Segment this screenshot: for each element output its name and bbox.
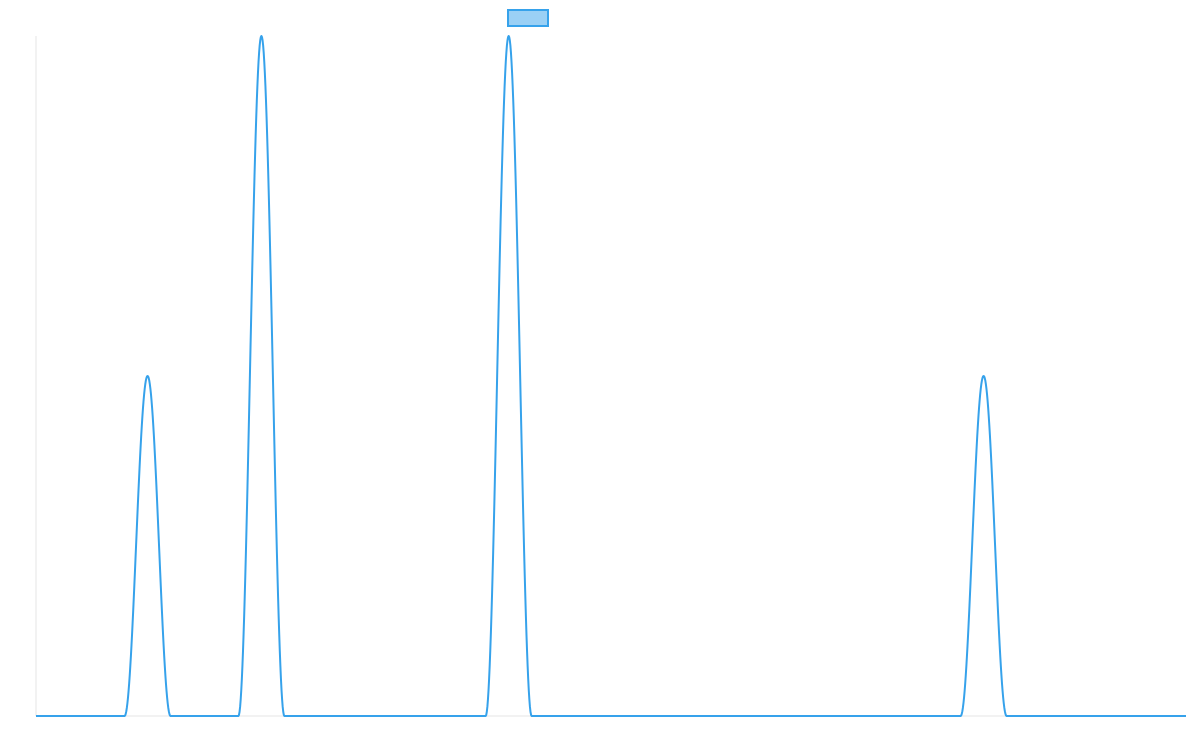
series-line-0 bbox=[35, 35, 1187, 717]
legend-swatch-0[interactable] bbox=[507, 9, 549, 27]
legend[interactable] bbox=[507, 9, 549, 27]
series-layer bbox=[35, 35, 1187, 717]
axes bbox=[35, 36, 1186, 717]
